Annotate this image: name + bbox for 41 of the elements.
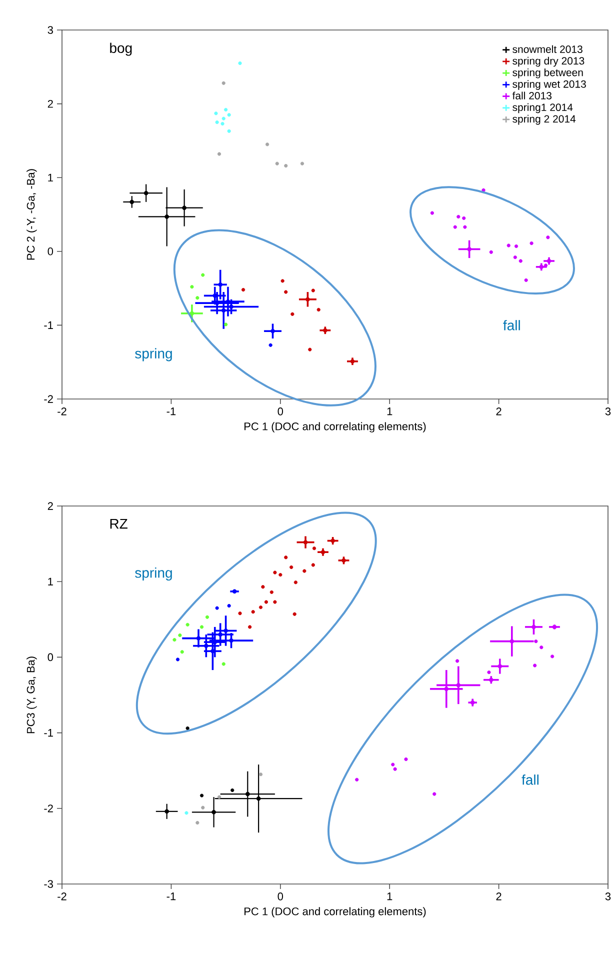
x-tick-label: 2 [496, 408, 502, 416]
x-tick-label: -1 [166, 892, 176, 900]
y-tick-label: 2 [48, 100, 53, 108]
y-tick-label: 2 [48, 502, 53, 510]
x-tick-label: -1 [166, 408, 176, 416]
legend-label: fall 2013 [512, 92, 552, 100]
y-tick-label: 0 [48, 653, 53, 662]
x-tick-label: 3 [605, 892, 610, 900]
annotation: fall [522, 774, 538, 785]
x-axis-title: PC 1 (DOC and correlating elements) [244, 907, 426, 918]
annotation: fall [502, 320, 520, 330]
y-tick-label: 1 [48, 174, 53, 182]
x-tick-label: 1 [387, 892, 392, 900]
x-axis-title: PC 1 (DOC and correlating elements) [244, 422, 426, 432]
y-axis-title: PC3 (Y, Ga, Ba) [26, 656, 37, 734]
annotation: spring [134, 568, 172, 581]
annotation: spring [134, 348, 172, 362]
y-tick-label: 1 [48, 578, 53, 586]
x-tick-label: -2 [57, 892, 66, 900]
x-tick-label: 2 [496, 892, 502, 900]
x-tick-label: 0 [278, 892, 283, 900]
legend-label: spring1 2014 [512, 103, 572, 114]
legend-label: spring dry 2013 [512, 56, 584, 67]
y-tick-label: -3 [44, 880, 53, 888]
legend-label: spring 2 2014 [512, 114, 576, 125]
y-tick-label: -2 [44, 804, 53, 812]
y-tick-label: 3 [48, 26, 53, 34]
x-tick-label: 1 [387, 408, 392, 416]
text: RZ [110, 518, 128, 529]
legend-label: snowmelt 2013 [512, 45, 582, 53]
x-tick-label: 0 [278, 408, 283, 416]
y-tick-label: -1 [44, 729, 53, 737]
y-axis-title: PC 2 (-Y, -Ga, -Ba) [26, 169, 37, 260]
legend-label: spring wet 2013 [512, 80, 586, 90]
text: bog [110, 42, 132, 56]
legend-label: spring between [512, 68, 583, 78]
y-tick-label: -1 [44, 321, 53, 329]
x-tick-label: -2 [57, 408, 66, 416]
y-tick-label: -2 [44, 395, 53, 403]
y-tick-label: 0 [48, 248, 53, 256]
x-tick-label: 3 [605, 408, 610, 416]
